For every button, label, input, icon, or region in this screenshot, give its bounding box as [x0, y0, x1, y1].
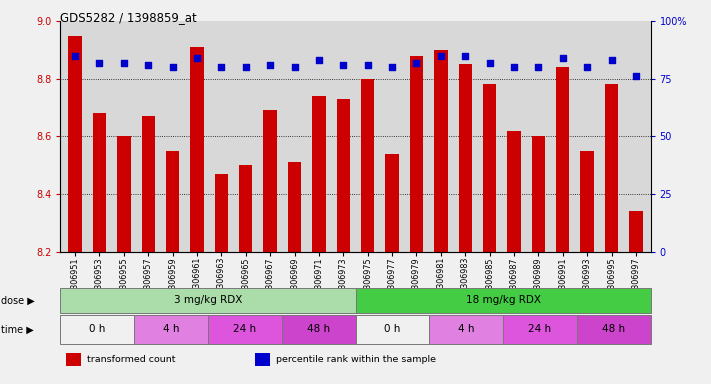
Point — [338, 62, 349, 68]
Point — [557, 55, 569, 61]
Bar — [483, 84, 496, 252]
Point — [508, 64, 520, 70]
Bar — [215, 174, 228, 252]
Bar — [239, 165, 252, 252]
Bar — [532, 136, 545, 252]
Bar — [361, 79, 375, 252]
Bar — [66, 353, 81, 366]
Point — [240, 64, 252, 70]
Bar — [410, 56, 423, 252]
Text: 3 mg/kg RDX: 3 mg/kg RDX — [173, 295, 242, 306]
Bar — [191, 47, 203, 252]
Bar — [60, 315, 134, 344]
Bar — [92, 113, 106, 252]
Point — [142, 62, 154, 68]
Bar — [385, 154, 399, 252]
Point — [118, 60, 129, 66]
Bar — [356, 315, 429, 344]
Bar — [117, 136, 131, 252]
Bar — [255, 353, 270, 366]
Point — [314, 57, 325, 63]
Bar — [208, 315, 282, 344]
Bar — [508, 131, 520, 252]
Text: time ▶: time ▶ — [1, 324, 33, 334]
Point — [484, 60, 496, 66]
Text: 18 mg/kg RDX: 18 mg/kg RDX — [466, 295, 540, 306]
Bar — [166, 151, 179, 252]
Bar — [556, 67, 570, 252]
Bar — [580, 151, 594, 252]
Point — [94, 60, 105, 66]
Point — [191, 55, 203, 61]
Text: 4 h: 4 h — [163, 324, 179, 334]
Text: 0 h: 0 h — [89, 324, 105, 334]
Bar — [60, 288, 356, 313]
Bar — [68, 35, 82, 252]
Point — [362, 62, 373, 68]
Bar — [429, 315, 503, 344]
Point — [167, 64, 178, 70]
Bar — [503, 315, 577, 344]
Text: 4 h: 4 h — [458, 324, 474, 334]
Bar — [356, 288, 651, 313]
Text: 24 h: 24 h — [528, 324, 552, 334]
Bar — [141, 116, 155, 252]
Text: dose ▶: dose ▶ — [1, 295, 34, 306]
Bar — [577, 315, 651, 344]
Text: 48 h: 48 h — [307, 324, 330, 334]
Point — [386, 64, 397, 70]
Bar — [134, 315, 208, 344]
Text: 48 h: 48 h — [602, 324, 625, 334]
Bar — [605, 84, 619, 252]
Point — [289, 64, 300, 70]
Text: percentile rank within the sample: percentile rank within the sample — [276, 355, 436, 364]
Bar — [459, 64, 472, 252]
Point — [411, 60, 422, 66]
Text: 0 h: 0 h — [384, 324, 400, 334]
Point — [606, 57, 617, 63]
Point — [435, 53, 447, 59]
Text: 24 h: 24 h — [233, 324, 257, 334]
Bar — [288, 162, 301, 252]
Point — [630, 73, 641, 79]
Text: transformed count: transformed count — [87, 355, 176, 364]
Bar — [629, 211, 643, 252]
Point — [70, 53, 81, 59]
Bar — [434, 50, 447, 252]
Point — [533, 64, 544, 70]
Point — [582, 64, 593, 70]
Text: GDS5282 / 1398859_at: GDS5282 / 1398859_at — [60, 12, 197, 25]
Point — [459, 53, 471, 59]
Bar — [336, 99, 350, 252]
Bar — [312, 96, 326, 252]
Bar — [264, 110, 277, 252]
Point — [264, 62, 276, 68]
Point — [215, 64, 227, 70]
Bar — [282, 315, 356, 344]
